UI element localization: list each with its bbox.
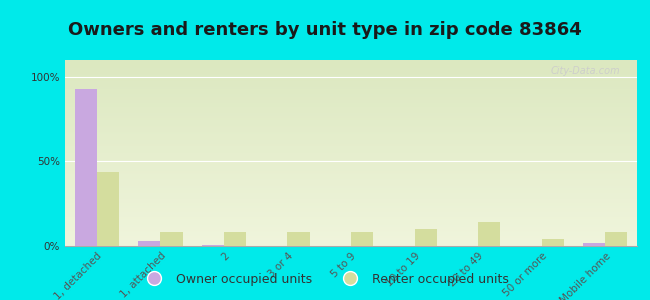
Bar [202,245,224,246]
Bar [161,232,183,246]
Bar [97,172,119,246]
Bar [478,222,500,246]
Text: City-Data.com: City-Data.com [550,66,620,76]
Bar [75,89,97,246]
Bar [605,232,627,246]
Text: Owners and renters by unit type in zip code 83864: Owners and renters by unit type in zip c… [68,21,582,39]
Bar [415,229,437,246]
Legend: Owner occupied units, Renter occupied units: Owner occupied units, Renter occupied un… [136,268,514,291]
Bar [224,232,246,246]
Bar [287,232,309,246]
Bar [583,243,605,246]
Bar [541,239,564,246]
Bar [138,241,161,246]
Bar [351,232,373,246]
